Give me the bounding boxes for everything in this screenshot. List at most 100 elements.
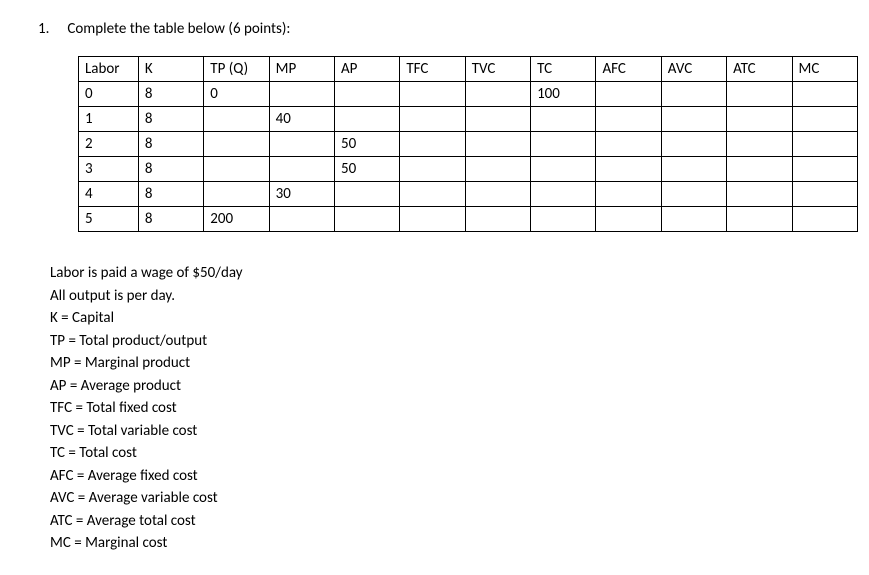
table-cell <box>204 132 269 157</box>
table-cell: 0 <box>79 82 139 107</box>
table-cell <box>400 107 465 132</box>
note-line: TP = Total product/output <box>50 330 839 353</box>
table-cell <box>335 107 400 132</box>
table-cell <box>335 182 400 207</box>
question-number: 1. <box>38 20 49 38</box>
table-cell <box>596 157 661 182</box>
table-cell <box>465 82 530 107</box>
table-cell: 2 <box>79 132 139 157</box>
table-header-cell: TFC <box>400 57 465 82</box>
note-line: ATC = Average total cost <box>50 510 839 533</box>
table-cell <box>792 132 857 157</box>
table-row: 080 100 <box>79 82 858 107</box>
table-cell <box>531 132 596 157</box>
question-text: Complete the table below (6 points): <box>67 20 290 38</box>
table-cell: 8 <box>138 82 203 107</box>
table-cell <box>400 132 465 157</box>
table-cell <box>792 182 857 207</box>
table-cell: 0 <box>204 82 269 107</box>
table-cell <box>269 132 334 157</box>
note-line: AVC = Average variable cost <box>50 487 839 510</box>
table-cell <box>400 157 465 182</box>
note-line: Labor is paid a wage of $50/day <box>50 262 839 285</box>
table-cell: 3 <box>79 157 139 182</box>
table-cell: 50 <box>335 132 400 157</box>
table-cell: 1 <box>79 107 139 132</box>
table-cell <box>596 207 661 232</box>
table-header-cell: AVC <box>661 57 726 82</box>
table-cell <box>792 82 857 107</box>
table-cell <box>335 207 400 232</box>
table-cell <box>531 107 596 132</box>
table-cell <box>204 182 269 207</box>
table-header-cell: Labor <box>79 57 139 82</box>
note-line: TVC = Total variable cost <box>50 420 839 443</box>
table-cell <box>596 182 661 207</box>
table-cell <box>727 207 792 232</box>
table-cell: 100 <box>531 82 596 107</box>
table-cell <box>335 82 400 107</box>
table-cell <box>269 207 334 232</box>
table-cell <box>596 107 661 132</box>
table-cell: 200 <box>204 207 269 232</box>
table-cell <box>531 157 596 182</box>
table-cell <box>204 107 269 132</box>
table-cell <box>269 157 334 182</box>
table-cell <box>465 107 530 132</box>
table-row: 48 30 <box>79 182 858 207</box>
table-header-cell: TP (Q) <box>204 57 269 82</box>
table-cell <box>465 132 530 157</box>
table-cell: 4 <box>79 182 139 207</box>
note-line: AP = Average product <box>50 375 839 398</box>
question-header: 1. Complete the table below (6 points): <box>30 20 839 38</box>
table-cell <box>727 182 792 207</box>
table-cell <box>661 182 726 207</box>
note-line: AFC = Average fixed cost <box>50 465 839 488</box>
table-cell <box>792 207 857 232</box>
table-header-cell: K <box>138 57 203 82</box>
table-cell <box>727 82 792 107</box>
table-cell <box>727 107 792 132</box>
table-row: 38 50 <box>79 157 858 182</box>
table-cell <box>400 182 465 207</box>
table-cell: 30 <box>269 182 334 207</box>
table-header-cell: TC <box>531 57 596 82</box>
table-cell <box>400 207 465 232</box>
note-line: K = Capital <box>50 307 839 330</box>
table-header-row: LaborKTP (Q)MPAPTFCTVCTCAFCAVCATCMC <box>79 57 858 82</box>
table-row: 58200 <box>79 207 858 232</box>
note-line: MP = Marginal product <box>50 352 839 375</box>
table-header-cell: TVC <box>465 57 530 82</box>
table-cell: 40 <box>269 107 334 132</box>
table-cell <box>661 157 726 182</box>
table-cell <box>661 132 726 157</box>
table-header-cell: AFC <box>596 57 661 82</box>
table-cell <box>596 132 661 157</box>
note-line: TC = Total cost <box>50 442 839 465</box>
table-header-cell: AP <box>335 57 400 82</box>
table-cell <box>661 82 726 107</box>
table-cell <box>269 82 334 107</box>
table-cell: 8 <box>138 182 203 207</box>
table-cell: 8 <box>138 157 203 182</box>
table-cell <box>596 82 661 107</box>
notes-section: Labor is paid a wage of $50/dayAll outpu… <box>50 262 839 555</box>
table-cell <box>727 157 792 182</box>
table-cell <box>727 132 792 157</box>
table-cell <box>204 157 269 182</box>
table-cell: 8 <box>138 107 203 132</box>
note-line: MC = Marginal cost <box>50 532 839 555</box>
table-cell <box>792 107 857 132</box>
table-cell: 8 <box>138 207 203 232</box>
table-header-cell: MP <box>269 57 334 82</box>
table-cell <box>531 207 596 232</box>
table-cell: 50 <box>335 157 400 182</box>
table-cell: 8 <box>138 132 203 157</box>
note-line: TFC = Total fixed cost <box>50 397 839 420</box>
table-row: 28 50 <box>79 132 858 157</box>
table-cell <box>400 82 465 107</box>
table-cell <box>531 182 596 207</box>
table-cell <box>465 182 530 207</box>
table-cell <box>465 207 530 232</box>
note-line: All output is per day. <box>50 285 839 308</box>
